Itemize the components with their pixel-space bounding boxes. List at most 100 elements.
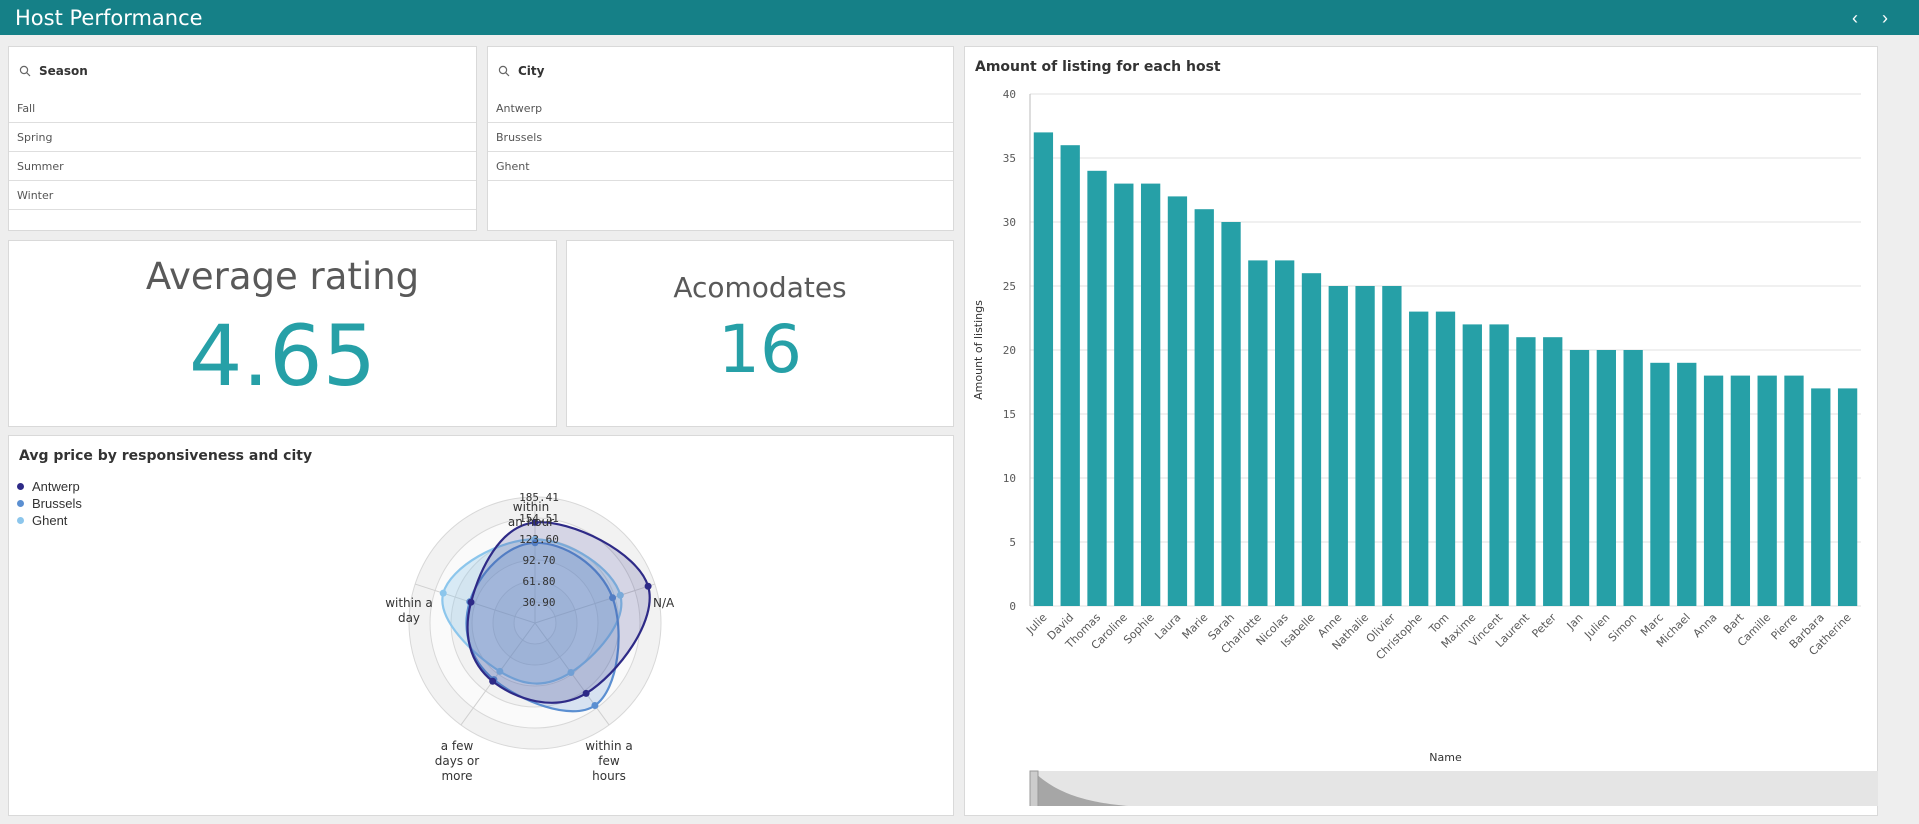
- bar[interactable]: [1516, 337, 1536, 606]
- radar-axis-label: few: [598, 754, 620, 768]
- search-icon: [498, 65, 510, 77]
- previous-sheet-button[interactable]: ‹: [1842, 5, 1868, 31]
- season-option-summer[interactable]: Summer: [9, 152, 476, 181]
- radar-chart[interactable]: 30.9061.8092.70123.60154.51185.41withina…: [8, 476, 954, 816]
- bar[interactable]: [1114, 183, 1134, 606]
- bar[interactable]: [1140, 183, 1161, 606]
- radar-point[interactable]: [439, 589, 447, 597]
- season-filter-label: Season: [39, 64, 88, 78]
- bar[interactable]: [1194, 209, 1214, 606]
- bar[interactable]: [1435, 311, 1456, 606]
- bar[interactable]: [1382, 286, 1402, 606]
- radar-point[interactable]: [496, 667, 504, 675]
- y-tick-label: 20: [1003, 344, 1016, 357]
- bar[interactable]: [1167, 196, 1188, 606]
- bar[interactable]: [1811, 388, 1831, 606]
- season-option-spring[interactable]: Spring: [9, 123, 476, 152]
- radar-point[interactable]: [616, 591, 624, 599]
- accommodates-kpi: Acomodates 16: [566, 240, 954, 427]
- bar[interactable]: [1543, 337, 1563, 606]
- radar-point[interactable]: [582, 689, 590, 697]
- city-filter-pane[interactable]: City Antwerp Brussels Ghent: [487, 46, 954, 231]
- radar-axis-label: within: [513, 500, 549, 514]
- y-tick-label: 15: [1003, 408, 1016, 421]
- search-icon: [19, 65, 31, 77]
- radar-point[interactable]: [644, 582, 652, 590]
- radar-series-antwerp[interactable]: [466, 521, 651, 704]
- y-tick-label: 5: [1009, 536, 1016, 549]
- legend-label: Brussels: [32, 496, 82, 511]
- bar[interactable]: [1221, 222, 1241, 606]
- radar-series-ghent[interactable]: [441, 538, 623, 685]
- season-filter-header[interactable]: Season: [19, 64, 88, 78]
- radar-point[interactable]: [531, 518, 539, 526]
- chevron-right-icon: ›: [1882, 7, 1888, 28]
- bar[interactable]: [1784, 375, 1804, 606]
- season-filter-pane[interactable]: Season Fall Spring Summer Winter: [8, 46, 477, 231]
- legend-swatch: [17, 500, 24, 507]
- season-option-winter[interactable]: Winter: [9, 181, 476, 210]
- city-filter-header[interactable]: City: [498, 64, 544, 78]
- bar[interactable]: [1328, 286, 1348, 606]
- bar[interactable]: [1837, 388, 1858, 606]
- radar-chart-title: Avg price by responsiveness and city: [19, 448, 313, 464]
- bar[interactable]: [1703, 375, 1724, 606]
- x-tick-label: Jan: [1564, 611, 1586, 633]
- next-sheet-button[interactable]: ›: [1872, 5, 1898, 31]
- y-tick-label: 35: [1003, 152, 1016, 165]
- bar[interactable]: [1033, 132, 1054, 606]
- bar[interactable]: [1409, 311, 1429, 606]
- x-axis-label: Name: [1429, 751, 1462, 764]
- x-tick-label: Marie: [1180, 611, 1211, 642]
- city-option-brussels[interactable]: Brussels: [488, 123, 953, 152]
- radar-point[interactable]: [467, 598, 475, 606]
- scrollbar-track[interactable]: [1030, 771, 1878, 806]
- bar[interactable]: [1677, 362, 1697, 606]
- radar-spoke: [415, 583, 536, 624]
- page-title: Host Performance: [15, 6, 203, 30]
- radar-point[interactable]: [531, 539, 539, 547]
- bar[interactable]: [1489, 324, 1509, 606]
- top-bar: Host Performance ‹ ›: [0, 0, 1919, 35]
- season-option-fall[interactable]: Fall: [9, 94, 476, 123]
- bar[interactable]: [1569, 350, 1590, 606]
- y-tick-label: 40: [1003, 88, 1016, 101]
- legend-swatch: [17, 483, 24, 490]
- legend-item-brussels[interactable]: Brussels: [17, 495, 82, 512]
- bar[interactable]: [1248, 260, 1268, 606]
- bar[interactable]: [1301, 273, 1322, 606]
- radar-ring-label: 154.51: [519, 512, 559, 525]
- bar[interactable]: [1730, 375, 1751, 606]
- radar-point[interactable]: [489, 677, 497, 685]
- legend-label: Ghent: [32, 513, 68, 528]
- bar[interactable]: [1650, 362, 1670, 606]
- radar-axis-label: a few: [441, 739, 474, 753]
- legend-item-antwerp[interactable]: Antwerp: [17, 478, 82, 495]
- city-option-antwerp[interactable]: Antwerp: [488, 94, 953, 123]
- bar[interactable]: [1275, 260, 1295, 606]
- radar-point[interactable]: [609, 594, 617, 602]
- bar[interactable]: [1060, 145, 1080, 606]
- bar[interactable]: [1596, 350, 1616, 606]
- radar-point[interactable]: [591, 701, 599, 709]
- y-axis-label: Amount of listings: [972, 300, 985, 400]
- radar-ring-label: 123.60: [519, 533, 559, 546]
- bar[interactable]: [1623, 350, 1643, 606]
- radar-axis-label: an hour: [508, 515, 554, 529]
- legend-item-ghent[interactable]: Ghent: [17, 512, 82, 529]
- radar-point[interactable]: [567, 668, 575, 676]
- radar-ring-label: 92.70: [522, 554, 555, 567]
- scrollbar-minichart: [1031, 775, 1129, 806]
- x-tick-label: Simon: [1606, 611, 1640, 645]
- scrollbar-thumb[interactable]: [1029, 770, 1039, 806]
- chart-scrollbar[interactable]: [1029, 770, 1878, 806]
- bar[interactable]: [1355, 286, 1375, 606]
- y-tick-label: 30: [1003, 216, 1016, 229]
- y-tick-label: 10: [1003, 472, 1016, 485]
- kpi-value: 4.65: [188, 307, 377, 405]
- bar[interactable]: [1087, 170, 1107, 607]
- city-option-ghent[interactable]: Ghent: [488, 152, 953, 181]
- bar[interactable]: [1462, 324, 1482, 606]
- bar[interactable]: [1757, 375, 1777, 606]
